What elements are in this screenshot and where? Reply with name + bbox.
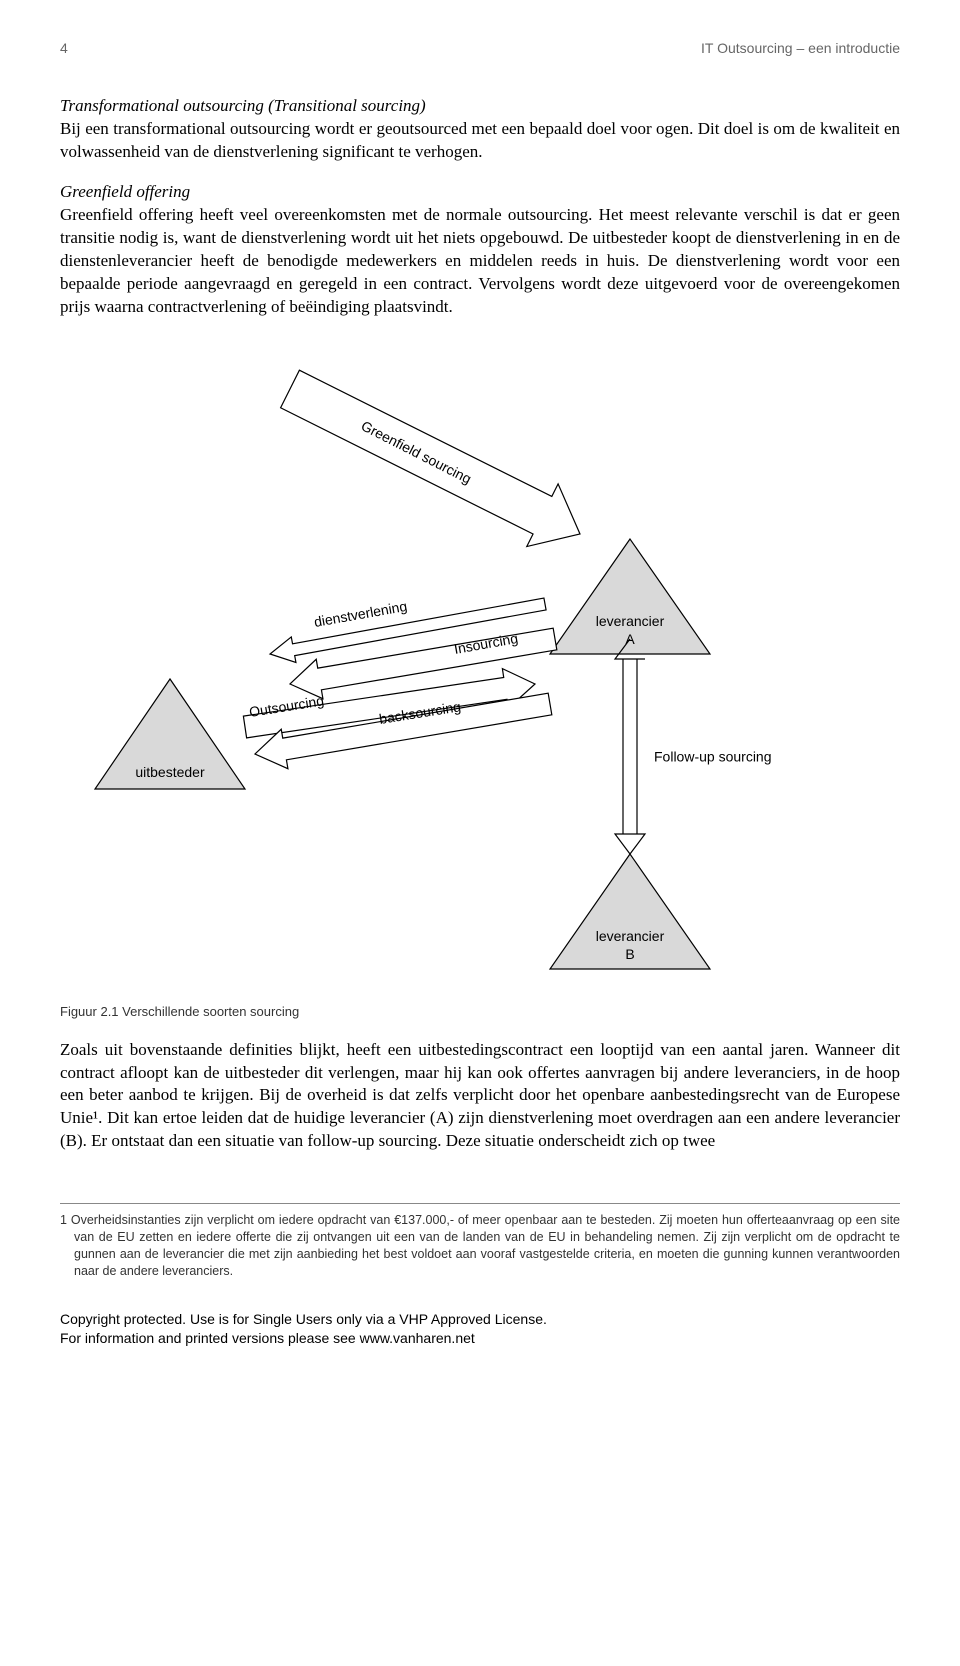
running-title: IT Outsourcing – een introductie: [701, 40, 900, 56]
sourcing-diagram: uitbestederleverancierAleverancierBGreen…: [60, 349, 900, 994]
page-header: 4 IT Outsourcing – een introductie: [60, 40, 900, 56]
svg-text:uitbesteder: uitbesteder: [135, 764, 205, 780]
svg-text:B: B: [625, 946, 634, 962]
copyright-line2: For information and printed versions ple…: [60, 1329, 900, 1348]
copyright-notice: Copyright protected. Use is for Single U…: [60, 1310, 900, 1348]
section1-body: Bij een transformational outsourcing wor…: [60, 118, 900, 164]
section2-body: Greenfield offering heeft veel overeenko…: [60, 204, 900, 319]
figure-caption: Figuur 2.1 Verschillende soorten sourcin…: [60, 1004, 900, 1019]
svg-text:leverancier: leverancier: [596, 928, 665, 944]
page-number: 4: [60, 40, 68, 56]
svg-text:leverancier: leverancier: [596, 613, 665, 629]
section1-title: Transformational outsourcing (Transition…: [60, 96, 900, 116]
svg-text:A: A: [625, 631, 635, 647]
footnote-rule: [60, 1203, 900, 1204]
svg-text:Follow-up sourcing: Follow-up sourcing: [654, 748, 772, 764]
section2-title: Greenfield offering: [60, 182, 900, 202]
footnote-1: 1 Overheidsinstanties zijn verplicht om …: [60, 1212, 900, 1280]
copyright-line1: Copyright protected. Use is for Single U…: [60, 1310, 900, 1329]
paragraph-after-figure: Zoals uit bovenstaande definities blijkt…: [60, 1039, 900, 1154]
